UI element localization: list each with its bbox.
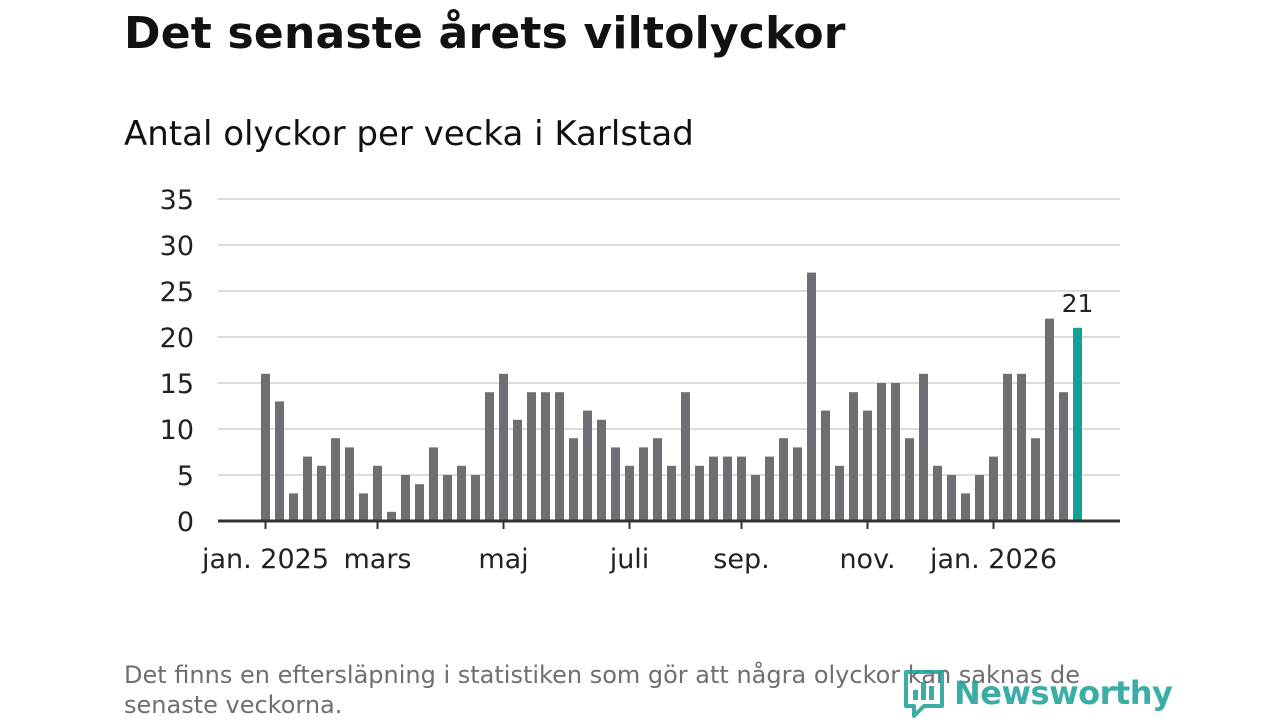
bar [835, 465, 844, 521]
bar-data-label: 21 [1062, 289, 1094, 318]
brand-name: Newsworthy [954, 674, 1173, 712]
bar [555, 392, 564, 521]
bar [779, 438, 788, 521]
y-tick-label: 25 [160, 277, 194, 308]
bar [681, 392, 690, 521]
bar [709, 456, 718, 521]
bar [1073, 327, 1082, 521]
newsworthy-logo: Newsworthy [902, 668, 1173, 718]
bar [1017, 373, 1026, 521]
bar [359, 493, 368, 521]
bar [541, 392, 550, 521]
bar [919, 373, 928, 521]
y-tick-label: 0 [177, 507, 194, 538]
bar [723, 456, 732, 521]
bar [513, 419, 522, 521]
gridlines [218, 198, 1120, 476]
x-tick-label: juli [609, 544, 650, 575]
x-tick-label: jan. 2026 [929, 544, 1057, 575]
y-tick-label: 10 [160, 415, 194, 446]
newsworthy-logo-icon [904, 670, 944, 718]
x-axis-ticks: jan. 2025 mars maj juli sep. nov. jan. 2026 [201, 521, 1057, 575]
x-tick-label: nov. [839, 544, 895, 575]
chart-subtitle: Antal olyckor per vecka i Karlstad [124, 114, 694, 154]
bar [765, 456, 774, 521]
bar [597, 419, 606, 521]
x-tick-label: maj [478, 544, 528, 575]
bar [289, 493, 298, 521]
bar [1045, 318, 1054, 521]
bar [471, 475, 480, 521]
bar [485, 392, 494, 521]
bar [387, 511, 396, 521]
bar [583, 410, 592, 521]
y-tick-label: 20 [160, 323, 194, 354]
bar [611, 447, 620, 521]
x-tick-label: sep. [713, 544, 769, 575]
bar [373, 465, 382, 521]
bar [961, 493, 970, 521]
y-tick-label: 5 [177, 461, 194, 492]
bar [415, 484, 424, 521]
y-tick-label: 15 [160, 369, 194, 400]
bar [989, 456, 998, 521]
bar [793, 447, 802, 521]
bar [667, 465, 676, 521]
bar [317, 465, 326, 521]
chart-title: Det senaste årets viltolyckor [124, 8, 846, 59]
bar [933, 465, 942, 521]
footnote: Det finns en eftersläpning i statistiken… [124, 661, 1080, 719]
bar [639, 447, 648, 521]
bar [1031, 438, 1040, 521]
bar [401, 475, 410, 521]
bar [849, 392, 858, 521]
y-tick-label: 30 [160, 231, 194, 262]
bar [877, 383, 886, 521]
bar [905, 438, 914, 521]
bar [737, 456, 746, 521]
bar [303, 456, 312, 521]
bar [751, 475, 760, 521]
bar [443, 475, 452, 521]
bar [429, 447, 438, 521]
bar [499, 373, 508, 521]
bar [863, 410, 872, 521]
bar [653, 438, 662, 521]
bar [821, 410, 830, 521]
bar [975, 475, 984, 521]
x-tick-label: mars [343, 544, 411, 575]
bar [625, 465, 634, 521]
bar [527, 392, 536, 521]
bar [261, 373, 270, 521]
y-axis-ticks: 0 5 10 15 20 25 30 35 [160, 185, 194, 538]
bar [457, 465, 466, 521]
bar [891, 383, 900, 521]
bar [569, 438, 578, 521]
bar [345, 447, 354, 521]
bar [947, 475, 956, 521]
bar [275, 401, 284, 521]
bar [1059, 392, 1068, 521]
y-tick-label: 35 [160, 185, 194, 216]
x-tick-label: jan. 2025 [201, 544, 329, 575]
bar [331, 438, 340, 521]
bar [807, 272, 816, 521]
bars [261, 272, 1082, 521]
bar [1003, 373, 1012, 521]
bar [695, 465, 704, 521]
